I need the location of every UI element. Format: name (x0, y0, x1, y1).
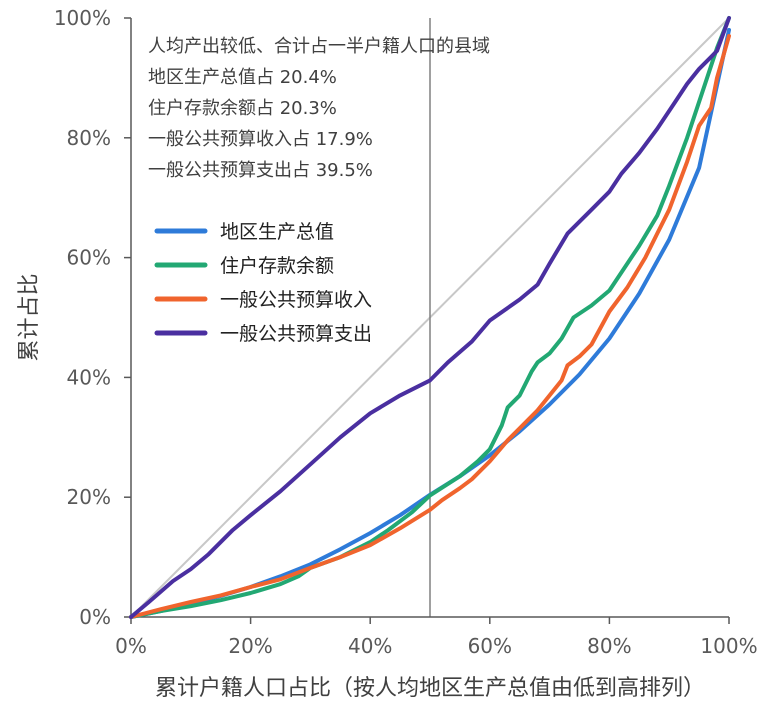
series-line-3 (129, 34, 731, 619)
x-tick-label: 80% (587, 634, 631, 658)
series-lines (129, 16, 731, 619)
series-line-2 (129, 16, 731, 619)
legend-label: 住户存款余额 (220, 255, 334, 277)
x-tick-label: 40% (348, 634, 392, 658)
reference-lines (130, 17, 730, 618)
y-tick-label: 100% (54, 6, 111, 30)
x-tick-label: 20% (228, 634, 272, 658)
y-tick-label: 0% (79, 605, 111, 629)
y-tick-label: 20% (67, 485, 111, 509)
legend-label: 地区生产总值 (220, 221, 334, 243)
x-tick-label: 60% (468, 634, 512, 658)
legend-label: 一般公共预算支出 (220, 323, 372, 345)
x-tick-label: 0% (115, 634, 147, 658)
y-axis-title: 累计占比 (17, 273, 42, 361)
annotation-heading: 人均产出较低、合计占一半户籍人口的县域 (148, 36, 490, 57)
annotation-line: 住户存款余额占 20.3% (148, 98, 337, 119)
y-tick-label: 60% (67, 246, 111, 270)
annotation-line: 一般公共预算支出占 39.5% (148, 160, 373, 181)
axes: 0% 20% 40% 60% 80% 100% 0% 20% 40% 60% 80% 100% (54, 6, 758, 658)
y-tick-label: 80% (67, 126, 111, 150)
y-tick-label: 40% (67, 365, 111, 389)
annotation-line: 地区生产总值占 20.4% (148, 67, 337, 88)
legend-label: 一般公共预算收入 (220, 289, 372, 311)
annotation-line: 一般公共预算收入占 17.9% (148, 129, 373, 150)
series-line-4 (129, 16, 731, 619)
x-tick-label: 100% (700, 634, 757, 658)
x-axis-title: 累计户籍人口占比（按人均地区生产总值由低到高排列） (155, 676, 705, 701)
